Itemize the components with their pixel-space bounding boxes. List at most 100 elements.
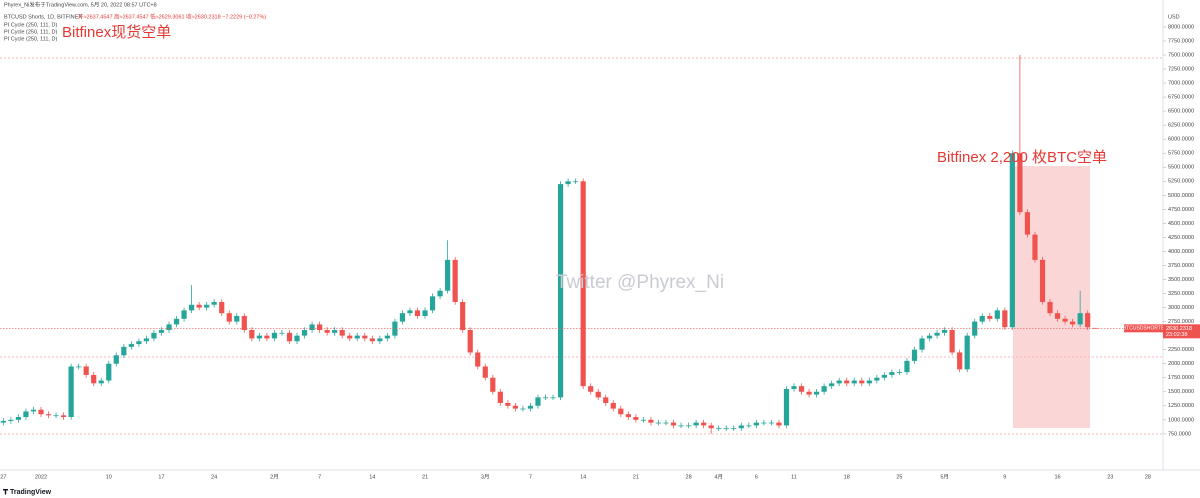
candle-body (38, 409, 44, 415)
candle-body (68, 366, 74, 418)
last-price-label: 2630.2318 (1166, 326, 1192, 332)
candle-body (23, 411, 29, 418)
candle-body (219, 301, 225, 314)
candle-body (181, 310, 187, 319)
candle-body (234, 315, 240, 322)
candle-body (776, 422, 782, 426)
y-tick-label: 7500.0000 (1168, 52, 1194, 58)
candle-body (309, 324, 315, 331)
candle-body (738, 425, 744, 429)
candle-body (392, 321, 398, 336)
candle-body (8, 419, 14, 421)
candle-body (136, 341, 142, 345)
x-tick-label: 16 (1054, 474, 1060, 480)
candle-body (143, 338, 150, 342)
candle-body (565, 181, 571, 185)
y-tick-label: 750.0000 (1168, 431, 1191, 437)
candle-body (467, 330, 473, 353)
candle-body (859, 380, 865, 384)
candle-body (317, 324, 323, 331)
candle-body (15, 417, 22, 420)
candle-body (445, 259, 451, 291)
candle-body (573, 181, 579, 183)
candle-body (1002, 310, 1008, 328)
candle-body (158, 330, 165, 333)
candle-body (595, 391, 601, 398)
candle-body (204, 304, 210, 308)
candle-body (798, 386, 805, 392)
candle-body (753, 422, 759, 426)
candle-body (603, 397, 609, 403)
x-tick-label: 24 (211, 474, 217, 480)
candle-body (520, 408, 526, 410)
header: Phyrex_Ni发布于TradingView.com, 5月 20, 2022… (4, 0, 157, 8)
candle-body (505, 402, 511, 406)
candle-body (226, 313, 232, 322)
candle-body (527, 405, 534, 409)
candle-body (979, 315, 985, 322)
y-tick-label: 6000.0000 (1168, 137, 1194, 143)
x-tick-label: 11 (791, 474, 797, 480)
candle-body (836, 380, 842, 384)
candle-body (166, 324, 172, 331)
candle-body (919, 338, 925, 350)
candle-body (716, 428, 722, 430)
candle-body (535, 397, 541, 406)
symbol-tag (1124, 324, 1163, 333)
x-tick-label: 3月 (481, 473, 490, 480)
candle-body (648, 419, 654, 423)
candle-body (633, 417, 639, 420)
x-tick-label: 25 (896, 474, 902, 480)
y-tick-label: 6750.0000 (1168, 95, 1194, 101)
candle-body (271, 332, 278, 339)
candle-body (279, 332, 285, 334)
candle-body (821, 386, 827, 392)
y-tick-label: 4000.0000 (1168, 249, 1194, 255)
candle-body (663, 422, 669, 424)
y-tick-label: 1000.0000 (1168, 417, 1194, 423)
candle-body (844, 380, 850, 384)
candle-body (1054, 313, 1061, 319)
candle-body (670, 422, 677, 426)
x-tick-label: 7 (529, 474, 532, 480)
indicator: PI Cycle (250, 111, D) (4, 29, 57, 35)
x-tick-label: 7 (318, 474, 321, 480)
candle-body (610, 402, 616, 409)
y-tick-label: 5750.0000 (1168, 151, 1194, 157)
x-tick-label: 23 (1107, 474, 1113, 480)
y-tick-label: 4500.0000 (1168, 221, 1194, 227)
y-tick-label: 3750.0000 (1168, 263, 1194, 269)
candle-body (685, 425, 692, 427)
candle-body (987, 315, 993, 319)
logo (2, 489, 8, 495)
candle-body (369, 338, 375, 342)
candle-body (475, 352, 481, 367)
candle-body (1032, 234, 1038, 260)
candle-body (76, 366, 82, 368)
candle-body (249, 330, 255, 339)
y-tick-label: 8000.0000 (1168, 24, 1194, 30)
legend-values: 开≈2637.4547 高≈2637.4547 低≈2629.3061 收≈26… (78, 12, 266, 20)
y-tick-label: 1500.0000 (1168, 389, 1194, 395)
x-tick-label: 5月 (940, 473, 949, 480)
candle-body (512, 405, 518, 409)
y-tick-label: 3250.0000 (1168, 291, 1194, 297)
candle-body (211, 301, 217, 305)
candle-body (1039, 259, 1046, 302)
candle-body (429, 296, 436, 311)
candle-body (957, 352, 963, 370)
watermark: Twitter @Phyrex_Ni (556, 272, 724, 293)
footer: TradingView (10, 489, 52, 496)
candle-body (964, 335, 970, 370)
candle-body (286, 332, 293, 342)
x-tick-label: 21 (422, 474, 428, 480)
x-tick-label: 9 (1003, 474, 1006, 480)
y-tick-label: 4750.0000 (1168, 207, 1194, 213)
candle-body (746, 425, 752, 427)
candle-body (121, 346, 127, 356)
candle-body (678, 425, 684, 427)
y-tick-label: 6500.0000 (1168, 109, 1194, 115)
candle-body (460, 301, 466, 331)
